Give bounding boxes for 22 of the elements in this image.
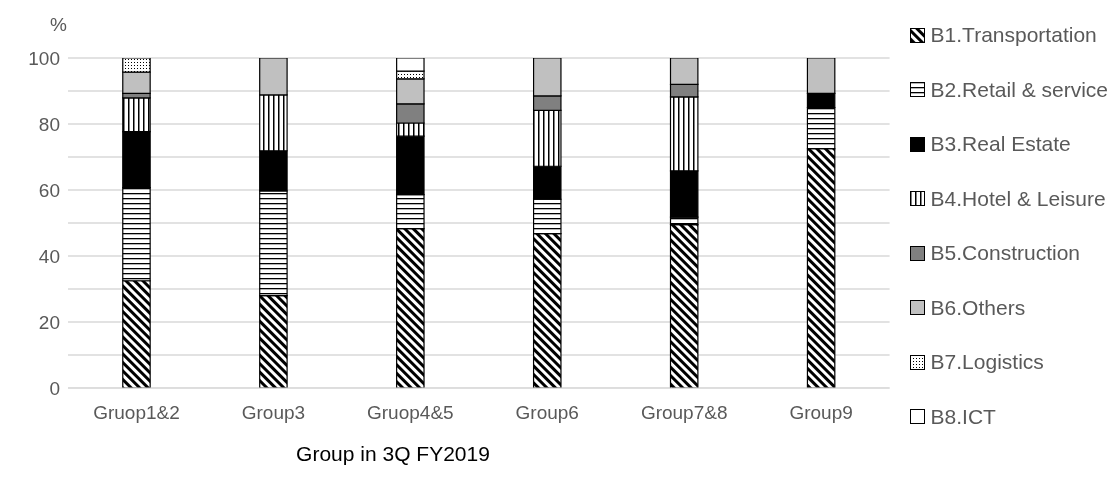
legend-label: B5.Construction (930, 240, 1081, 266)
y-tick-label: 100 (28, 47, 60, 69)
legend-label: B1.Transportation (930, 22, 1097, 48)
y-tick-label: 60 (38, 179, 60, 201)
x-tick-label: Group7&8 (640, 402, 728, 424)
y-axis-title: % (50, 14, 67, 36)
legend-label: B6.Others (930, 294, 1026, 321)
y-tick-label: 80 (38, 113, 60, 135)
y-tick-label: 20 (38, 311, 60, 333)
legend-label: B4.Hotel & Leisure (930, 185, 1106, 212)
y-tick-label: 0 (49, 377, 60, 399)
legend-label: B3.Real Estate (930, 131, 1071, 157)
x-axis-title: Group in 3Q FY2019 (295, 442, 491, 466)
x-tick-label: Group9 (789, 402, 853, 424)
x-tick-label: Gruop1&2 (93, 402, 180, 424)
legend-label: B8.ICT (930, 403, 996, 430)
x-tick-label: Gruop4&5 (367, 402, 454, 424)
x-tick-label: Group6 (515, 402, 579, 424)
legend-label: B7.Logistics (930, 349, 1044, 375)
y-tick-label: 40 (38, 245, 60, 267)
legend-label: B2.Retail & service (930, 76, 1108, 103)
x-tick-label: Group3 (241, 402, 306, 424)
